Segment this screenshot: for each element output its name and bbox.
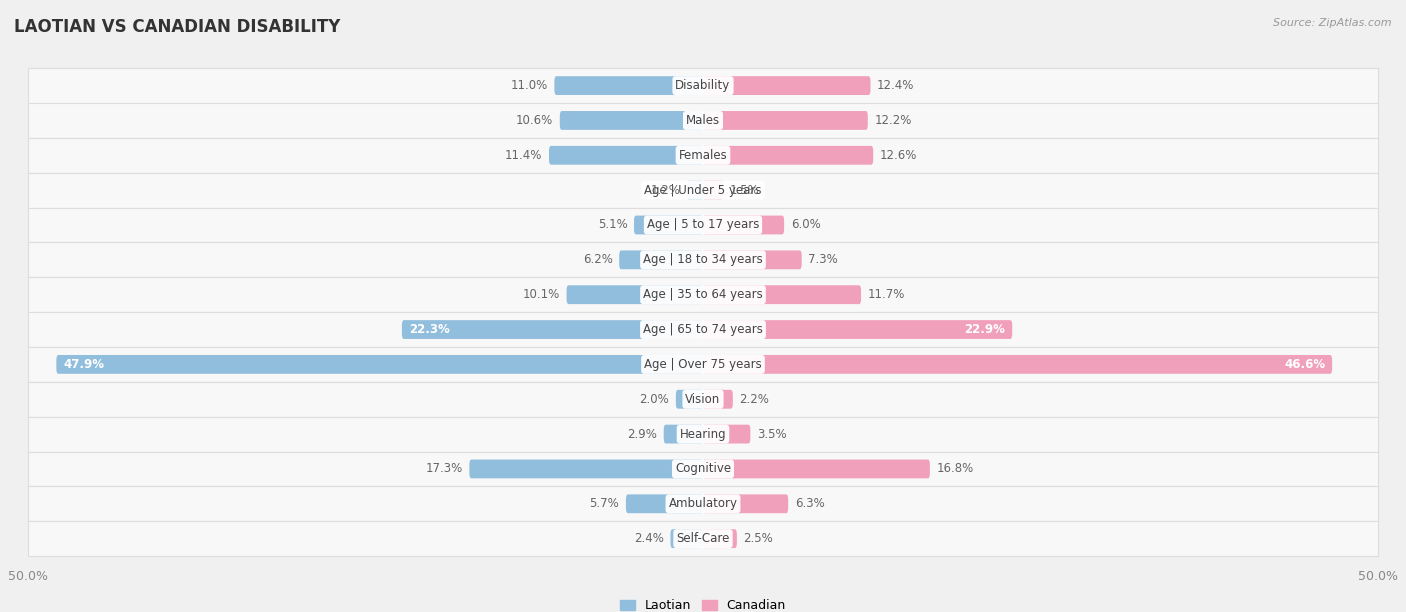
FancyBboxPatch shape [676,390,703,409]
Bar [28,173,1378,207]
FancyBboxPatch shape [567,285,703,304]
Bar [28,521,1378,556]
Legend: Laotian, Canadian: Laotian, Canadian [616,594,790,612]
FancyBboxPatch shape [686,181,703,200]
Text: 1.2%: 1.2% [650,184,681,196]
Bar [28,242,1378,277]
FancyBboxPatch shape [470,460,703,479]
Text: Self-Care: Self-Care [676,532,730,545]
FancyBboxPatch shape [402,320,703,339]
FancyBboxPatch shape [634,215,703,234]
Text: 6.2%: 6.2% [582,253,613,266]
Text: 3.5%: 3.5% [756,428,786,441]
FancyBboxPatch shape [703,285,860,304]
FancyBboxPatch shape [703,390,733,409]
Text: 47.9%: 47.9% [63,358,104,371]
Text: 10.1%: 10.1% [523,288,560,301]
Bar [28,138,1378,173]
Text: Females: Females [679,149,727,162]
Text: 2.9%: 2.9% [627,428,657,441]
Text: 17.3%: 17.3% [426,463,463,476]
FancyBboxPatch shape [56,355,703,374]
Bar [28,312,1378,347]
Bar [28,417,1378,452]
Text: 12.2%: 12.2% [875,114,912,127]
FancyBboxPatch shape [703,529,737,548]
Text: 5.7%: 5.7% [589,498,619,510]
FancyBboxPatch shape [703,76,870,95]
FancyBboxPatch shape [554,76,703,95]
FancyBboxPatch shape [560,111,703,130]
Bar [28,103,1378,138]
FancyBboxPatch shape [703,494,789,513]
FancyBboxPatch shape [703,146,873,165]
FancyBboxPatch shape [703,250,801,269]
Text: 11.0%: 11.0% [510,79,548,92]
Bar [28,68,1378,103]
Bar [28,452,1378,487]
Text: 11.4%: 11.4% [505,149,543,162]
FancyBboxPatch shape [703,181,723,200]
Text: Source: ZipAtlas.com: Source: ZipAtlas.com [1274,18,1392,28]
FancyBboxPatch shape [626,494,703,513]
FancyBboxPatch shape [703,460,929,479]
Text: Males: Males [686,114,720,127]
Text: 12.4%: 12.4% [877,79,914,92]
Text: Age | Over 75 years: Age | Over 75 years [644,358,762,371]
FancyBboxPatch shape [703,355,1331,374]
FancyBboxPatch shape [548,146,703,165]
Text: 2.0%: 2.0% [640,393,669,406]
FancyBboxPatch shape [703,215,785,234]
Text: Age | 35 to 64 years: Age | 35 to 64 years [643,288,763,301]
Text: 22.9%: 22.9% [965,323,1005,336]
Bar [28,347,1378,382]
FancyBboxPatch shape [671,529,703,548]
Text: Age | 65 to 74 years: Age | 65 to 74 years [643,323,763,336]
FancyBboxPatch shape [703,320,1012,339]
Text: 6.3%: 6.3% [794,498,824,510]
Bar [28,207,1378,242]
Text: Hearing: Hearing [679,428,727,441]
Text: 5.1%: 5.1% [598,218,627,231]
Text: 7.3%: 7.3% [808,253,838,266]
Text: 2.4%: 2.4% [634,532,664,545]
FancyBboxPatch shape [619,250,703,269]
Text: Ambulatory: Ambulatory [668,498,738,510]
Text: 12.6%: 12.6% [880,149,917,162]
FancyBboxPatch shape [703,111,868,130]
Bar [28,382,1378,417]
Text: 16.8%: 16.8% [936,463,974,476]
Text: Age | 5 to 17 years: Age | 5 to 17 years [647,218,759,231]
Text: Vision: Vision [685,393,721,406]
Text: LAOTIAN VS CANADIAN DISABILITY: LAOTIAN VS CANADIAN DISABILITY [14,18,340,36]
FancyBboxPatch shape [664,425,703,444]
Text: 46.6%: 46.6% [1284,358,1326,371]
Text: Disability: Disability [675,79,731,92]
Text: 6.0%: 6.0% [790,218,821,231]
Bar [28,487,1378,521]
FancyBboxPatch shape [703,425,751,444]
Text: 2.5%: 2.5% [744,532,773,545]
Text: 22.3%: 22.3% [409,323,450,336]
Bar [28,277,1378,312]
Text: 1.5%: 1.5% [730,184,759,196]
Text: Cognitive: Cognitive [675,463,731,476]
Text: Age | 18 to 34 years: Age | 18 to 34 years [643,253,763,266]
Text: 2.2%: 2.2% [740,393,769,406]
Text: Age | Under 5 years: Age | Under 5 years [644,184,762,196]
Text: 10.6%: 10.6% [516,114,553,127]
Text: 11.7%: 11.7% [868,288,905,301]
